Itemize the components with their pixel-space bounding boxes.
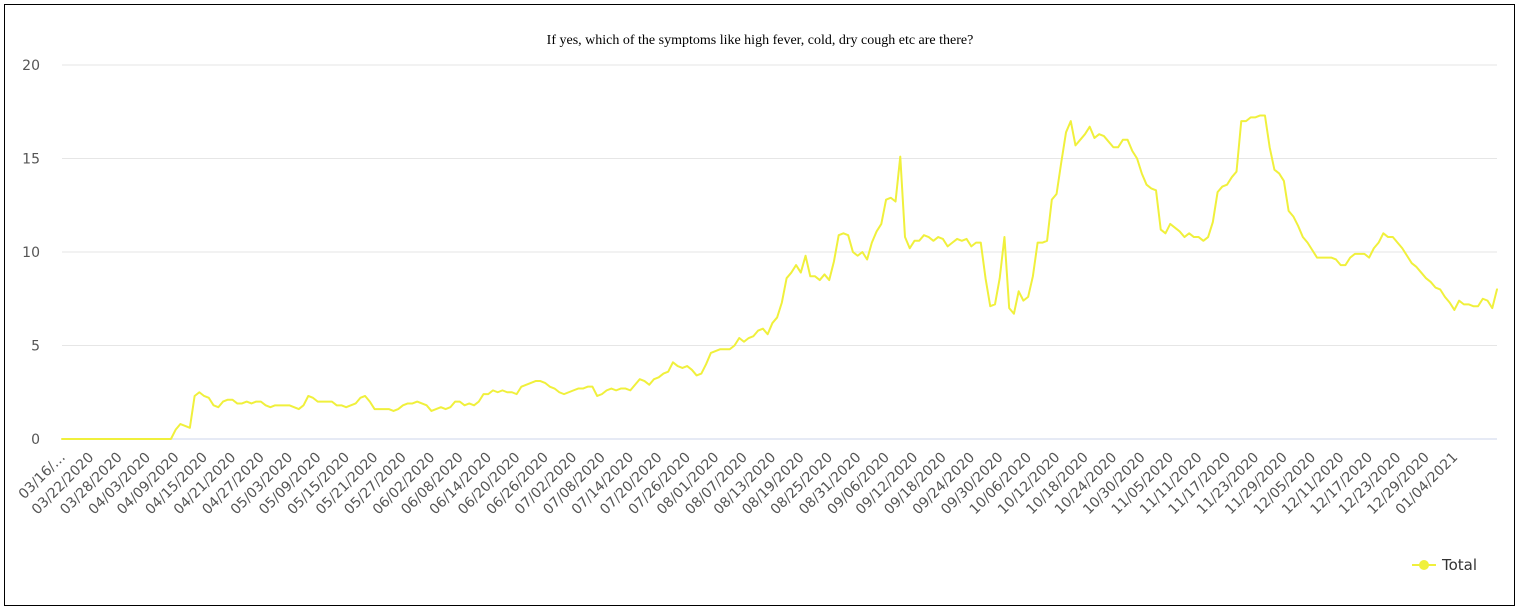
y-tick-label: 10 [22,245,40,261]
chart-title: If yes, which of the symptoms like high … [546,33,974,48]
legend[interactable]: Total [1412,556,1477,574]
chart-frame [4,4,1515,606]
series-group [61,114,1498,440]
y-tick-label: 0 [31,432,40,448]
y-tick-label: 20 [22,58,40,74]
series-line-total[interactable] [61,114,1498,440]
legend-item-total[interactable]: Total [1441,556,1477,574]
x-axis: 03/16/…03/22/202003/28/202004/03/202004/… [16,450,1461,518]
y-axis: 0 5 10 15 20 [22,58,40,448]
y-tick-label: 5 [31,339,40,355]
legend-marker-icon [1419,560,1429,570]
gridlines [62,64,1497,440]
y-tick-label: 15 [22,152,40,168]
